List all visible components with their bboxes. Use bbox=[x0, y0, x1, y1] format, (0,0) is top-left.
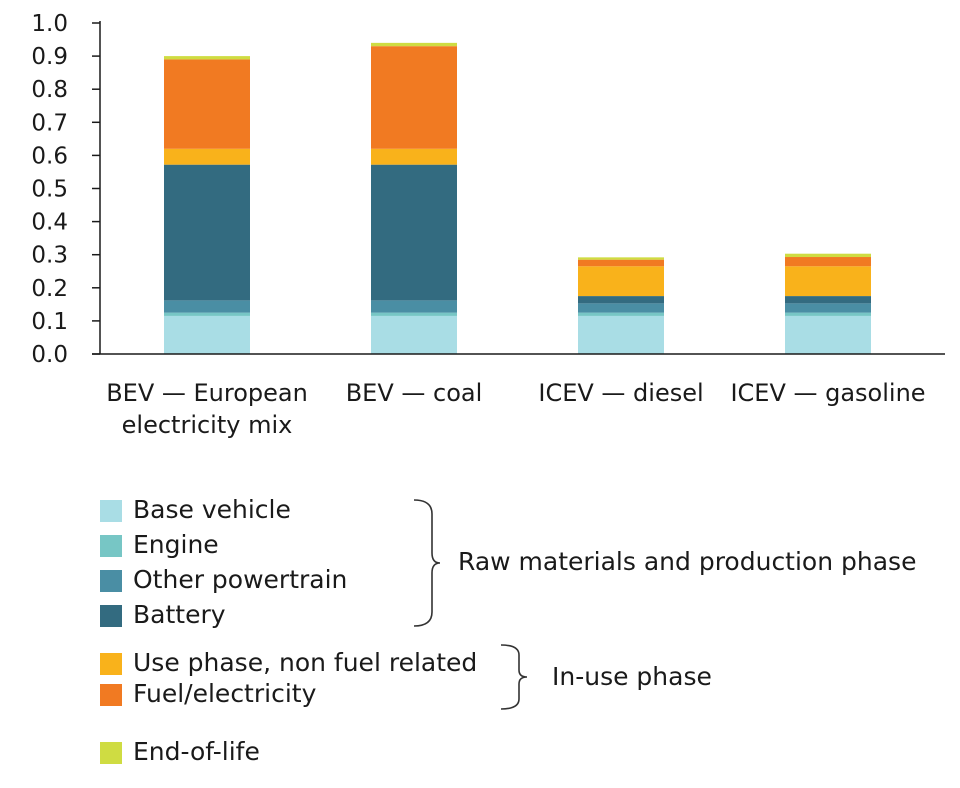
legend-label: Use phase, non fuel related bbox=[133, 648, 478, 677]
brace-in-use bbox=[500, 644, 528, 710]
bar-segment bbox=[164, 148, 250, 165]
legend-label: Other powertrain bbox=[133, 565, 348, 594]
legend-label: Base vehicle bbox=[133, 495, 291, 524]
y-tick-label: 1.0 bbox=[31, 11, 68, 37]
legend-swatch bbox=[100, 535, 122, 557]
y-tick-label: 0.8 bbox=[31, 77, 68, 103]
bar-segment bbox=[164, 56, 250, 60]
legend-label: End-of-life bbox=[133, 737, 260, 766]
bars bbox=[164, 42, 871, 354]
bar-stack bbox=[371, 42, 457, 354]
bar-segment bbox=[785, 312, 871, 316]
bar-segment bbox=[578, 296, 664, 304]
legend-swatch bbox=[100, 742, 122, 764]
bar-segment bbox=[785, 296, 871, 304]
x-category-label: ICEV — gasoline bbox=[730, 379, 925, 407]
legend-swatch bbox=[100, 500, 122, 522]
bar-segment bbox=[164, 315, 250, 354]
legend-swatch bbox=[100, 684, 122, 706]
bar-segment bbox=[371, 300, 457, 313]
legend-swatch bbox=[100, 605, 122, 627]
bar-segment bbox=[164, 300, 250, 313]
legend-swatch bbox=[100, 653, 122, 675]
legend-label: Fuel/electricity bbox=[133, 679, 317, 708]
y-tick-label: 0.2 bbox=[31, 276, 68, 302]
bar-segment bbox=[785, 303, 871, 313]
bar-segment bbox=[164, 59, 250, 149]
y-tick-label: 0.4 bbox=[31, 210, 68, 236]
y-tick-label: 0.1 bbox=[31, 309, 68, 335]
x-category-label: ICEV — diesel bbox=[538, 379, 703, 407]
y-tick-label: 0.7 bbox=[31, 110, 68, 136]
bar-segment bbox=[785, 257, 871, 267]
x-category-label: electricity mix bbox=[122, 411, 293, 439]
y-tick-label: 0.5 bbox=[31, 177, 68, 203]
bar-segment bbox=[578, 257, 664, 260]
bar-segment bbox=[371, 46, 457, 149]
bar-segment bbox=[371, 148, 457, 165]
bar-segment bbox=[578, 315, 664, 354]
bar-stack bbox=[785, 253, 871, 354]
bar-segment bbox=[578, 303, 664, 313]
bar-segment bbox=[164, 164, 250, 301]
y-tick-label: 0.0 bbox=[31, 342, 68, 368]
bar-segment bbox=[371, 312, 457, 316]
legend-label: Battery bbox=[133, 600, 226, 629]
brace-raw-materials bbox=[413, 499, 441, 627]
y-tick-label: 0.3 bbox=[31, 243, 68, 269]
x-category-label: BEV — coal bbox=[346, 379, 483, 407]
bar-stack bbox=[164, 56, 250, 354]
bar-segment bbox=[578, 259, 664, 267]
x-category-label: BEV — European bbox=[106, 379, 308, 407]
y-tick-label: 0.6 bbox=[31, 143, 68, 169]
bar-segment bbox=[371, 42, 457, 47]
group-label-in-use: In-use phase bbox=[552, 662, 712, 691]
bar-stack bbox=[578, 257, 664, 354]
legend: Base vehicle Engine Other powertrain Bat… bbox=[100, 0, 960, 788]
legend-swatch bbox=[100, 570, 122, 592]
bar-segment bbox=[578, 312, 664, 316]
bar-segment bbox=[785, 253, 871, 258]
legend-label: Engine bbox=[133, 530, 219, 559]
y-tick-label: 0.9 bbox=[31, 44, 68, 70]
stacked-bar-chart: 0.0 0.1 0.2 0.3 0.4 0.5 0.6 0.7 0.8 0.9 1.0 BEV — … bbox=[31, 11, 945, 439]
y-axis: 0.0 0.1 0.2 0.3 0.4 0.5 0.6 0.7 0.8 0.9 1.0 bbox=[31, 11, 101, 368]
bar-segment bbox=[164, 312, 250, 316]
x-axis: BEV — European electricity mix BEV — coal I… bbox=[92, 353, 945, 439]
bar-segment bbox=[785, 266, 871, 297]
group-label-raw-materials: Raw materials and production phase bbox=[458, 547, 917, 576]
bar-segment bbox=[371, 315, 457, 354]
bar-segment bbox=[578, 266, 664, 297]
bar-segment bbox=[371, 164, 457, 301]
bar-segment bbox=[785, 315, 871, 354]
